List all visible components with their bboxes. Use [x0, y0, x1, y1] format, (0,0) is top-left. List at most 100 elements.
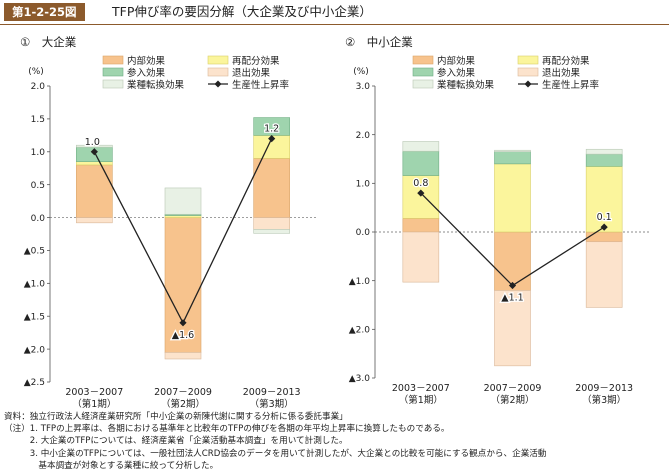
note-3: 3. 中小企業のTFPについては、一般社団法人CRD協会のデータを用いて計測した… — [4, 448, 547, 459]
bar-segment — [76, 164, 113, 218]
legend-swatch — [207, 55, 229, 65]
legend-label: 再配分効果 — [232, 55, 280, 67]
y-tick-label: ▲1.0 — [349, 277, 371, 287]
bar-segment — [494, 290, 531, 367]
productivity-point — [179, 319, 187, 327]
x-category-label: 2007－2009 — [154, 387, 212, 398]
note-3-cont: 基本調査が対象とする業種に絞って分析した。 — [4, 460, 219, 471]
y-tick-label: ▲2.0 — [24, 345, 46, 355]
bar-segment — [494, 231, 531, 291]
y-tick-label: 0.0 — [356, 228, 371, 238]
y-tick-label: 2.0 — [31, 82, 46, 92]
legend-label: 生産性上昇率 — [232, 79, 290, 91]
legend-swatch — [412, 79, 434, 89]
point-label: 1.0 — [85, 137, 100, 148]
bar-segment — [76, 144, 113, 148]
legend-swatch — [102, 67, 124, 77]
bar-segment — [402, 141, 440, 152]
y-tick-label: 1.5 — [31, 115, 45, 125]
x-category-sublabel: （第3期） — [582, 394, 626, 406]
bar-segment — [494, 151, 531, 165]
point-label: ▲1.1 — [501, 293, 523, 304]
bar-segment — [253, 158, 290, 218]
y-tick-label: 1.0 — [31, 148, 46, 158]
y-tick-label: ▲0.5 — [24, 247, 45, 257]
x-category-sublabel: （第2期） — [161, 398, 205, 410]
figure-number-badge: 第1-2-25図 — [4, 3, 85, 21]
productivity-point — [417, 189, 425, 197]
bar-segment — [585, 241, 623, 308]
legend-label: 参入効果 — [437, 67, 476, 79]
note-1: （注）1. TFPの上昇率は、各期における基準年と比較年のTFPの伸びを各期の年… — [4, 424, 450, 435]
legend-label: 内部効果 — [127, 55, 166, 67]
bar-segment — [164, 217, 202, 353]
y-tick-label: ▲1.0 — [24, 280, 46, 290]
x-category-sublabel: （第3期） — [250, 398, 294, 410]
point-label: 0.8 — [413, 178, 428, 189]
legend-swatch — [412, 55, 434, 65]
y-tick-label: ▲3.0 — [349, 374, 371, 384]
y-tick-label: ▲2.0 — [349, 326, 371, 336]
chart-panel-1: ① 大企業 (%) 2.0 1.5 1.0 0.5 0.0 ▲0.5 ▲1.0 ▲1.5 ▲2.0 ▲… — [20, 35, 316, 410]
productivity-point — [90, 148, 98, 156]
x-category-label: 2003－2007 — [392, 383, 450, 394]
legend-swatch — [207, 67, 229, 77]
legend-label: 退出効果 — [232, 67, 271, 79]
point-label: ▲1.6 — [172, 330, 194, 341]
bar-segment — [585, 153, 623, 167]
bar-segment — [402, 150, 440, 176]
legend-line-marker — [524, 80, 532, 88]
x-category-label: 2007－2009 — [484, 383, 542, 394]
legend-label: 参入効果 — [127, 67, 166, 79]
bar-segment — [253, 217, 290, 230]
legend-swatch — [517, 67, 539, 77]
charts-canvas: ① 大企業 (%) 2.0 1.5 1.0 0.5 0.0 ▲0.5 ▲1.0 ▲1.5 ▲2.0 ▲… — [20, 35, 650, 410]
legend-label: 業種転換効果 — [127, 79, 185, 91]
legend-swatch — [102, 55, 124, 65]
bar-segment — [585, 148, 623, 155]
y-tick-label: ▲1.5 — [24, 312, 45, 322]
productivity-point — [268, 135, 276, 143]
y-tick-label: 1.0 — [356, 180, 371, 190]
y-tick-label: ▲2.5 — [24, 378, 45, 388]
point-label: 1.2 — [264, 124, 279, 135]
bar-segment — [494, 163, 531, 233]
legend-line-marker — [214, 80, 222, 88]
y-tick-label: 0.5 — [31, 181, 45, 191]
figure-title: TFP伸び率の要因分解（大企業及び中小企業） — [112, 4, 372, 19]
panel-title: ② 中小企業 — [345, 35, 413, 49]
legend-label: 再配分効果 — [542, 55, 590, 67]
note-source: 資料：独立行政法人経済産業研究所「中小企業の新陳代謝に関する分析に係る委託事業」 — [4, 412, 348, 422]
bar-segment — [402, 218, 440, 233]
bar-segment — [585, 231, 623, 243]
chart-panel-2: ② 中小企業 (%) 3.0 2.0 1.0 0.0 ▲1.0 ▲2.0 ▲3.0 2003－20… — [345, 35, 650, 406]
legend-label: 業種転換効果 — [437, 79, 495, 91]
x-category-label: 2009－2013 — [575, 383, 633, 394]
legend-label: 内部効果 — [437, 55, 476, 67]
legend-swatch — [102, 79, 124, 89]
y-tick-label: 3.0 — [356, 82, 371, 92]
bar-segment — [76, 217, 113, 224]
y-unit-label: (%) — [28, 67, 44, 77]
panel-title: ① 大企業 — [20, 35, 77, 49]
bar-segment — [76, 161, 113, 166]
x-category-sublabel: （第2期） — [490, 394, 534, 406]
bar-segment — [253, 229, 290, 234]
x-category-label: 2003－2007 — [65, 387, 123, 398]
legend-label: 退出効果 — [542, 67, 581, 79]
x-category-sublabel: （第1期） — [72, 398, 116, 410]
bar-segment — [585, 166, 623, 233]
y-unit-label: (%) — [353, 67, 369, 77]
bar-segment — [402, 175, 440, 219]
legend-swatch — [412, 67, 434, 77]
bar-segment — [164, 187, 202, 215]
productivity-point — [508, 281, 517, 290]
bar-segment — [164, 352, 202, 360]
figure-header: 第1-2-25図 TFP伸び率の要因分解（大企業及び中小企業） — [0, 0, 669, 25]
bar-segment — [402, 231, 440, 283]
x-category-label: 2009－2013 — [243, 387, 301, 398]
x-category-sublabel: （第1期） — [399, 394, 443, 406]
legend-label: 生産性上昇率 — [542, 79, 600, 91]
y-tick-label: 0.0 — [31, 214, 46, 224]
note-2: 2. 大企業のTFPについては、経済産業省「企業活動基本調査」を用いて計測した。 — [4, 436, 348, 447]
